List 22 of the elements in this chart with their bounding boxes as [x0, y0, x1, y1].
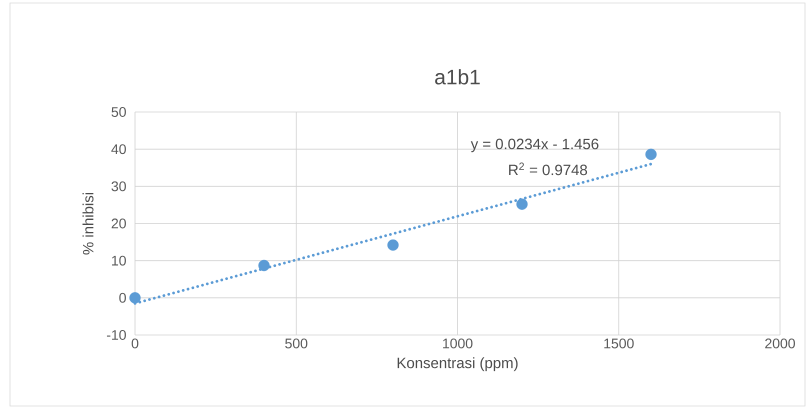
annotation: R$^{2}$ = 0.9748 [509, 162, 588, 176]
point [129, 292, 141, 304]
y-tick-label: 0 [119, 292, 126, 303]
y-tick-label: 20 [112, 218, 126, 228]
y-tick-label: 40 [111, 144, 126, 154]
y-tick-label: 30 [112, 181, 126, 192]
point [387, 239, 399, 251]
x-tick-label: 500 [285, 338, 308, 348]
y-tick-label: -10 [106, 330, 126, 340]
x-tick-label: 0 [132, 338, 138, 348]
x-tick-label: 1000 [443, 338, 472, 348]
y-axis-title: % inhibisi [82, 192, 94, 255]
x-axis-title: Konsentrasi (ppm) [398, 357, 518, 372]
point [645, 148, 657, 160]
point [258, 260, 270, 272]
y-tick-label: 10 [112, 256, 126, 266]
x-tick-label: 2000 [765, 338, 795, 348]
x-tick-label: 1500 [604, 338, 634, 348]
point [516, 198, 528, 210]
chart-title: a1b1 [435, 69, 480, 85]
y-tick-label: 50 [112, 107, 126, 117]
annotation: y = 0.0234x - 1.456 [470, 138, 598, 152]
